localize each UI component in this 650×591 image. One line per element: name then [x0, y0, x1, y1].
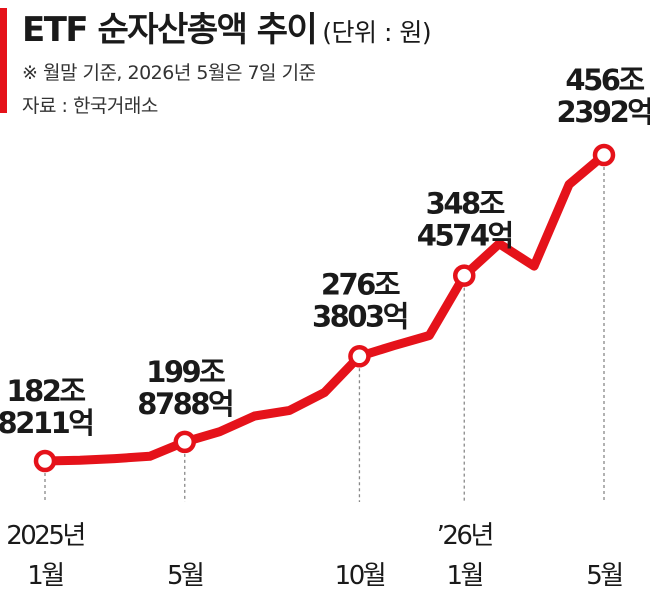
data-label: 348조 4574억 [417, 187, 512, 253]
chart-note: ※ 월말 기준, 2026년 5월은 7일 기준 [22, 62, 316, 84]
chart-title: ETF 순자산총액 추이 (단위 : 원) [22, 2, 432, 51]
series-line [40, 150, 609, 466]
data-point [173, 430, 196, 454]
data-point [33, 449, 57, 473]
x-tick-label: 2025년 1월 [6, 521, 84, 591]
unit-label: (단위 : 원) [322, 18, 432, 47]
data-label: 276조 3803억 [312, 267, 407, 333]
x-tick-label: 5월 [167, 561, 203, 591]
x-tick-label: 10월 [335, 561, 385, 591]
accent-bar [0, 8, 7, 113]
x-tick-label: ’26년 1월 [437, 521, 493, 591]
data-point [453, 264, 476, 287]
x-tick-label: 5월 [586, 561, 622, 591]
data-label: 456조 2392억 [557, 63, 650, 129]
data-label: 182조 8211억 [0, 374, 92, 440]
source-label: 자료 : 한국거래소 [22, 95, 158, 117]
chart-title-text: ETF 순자산총액 추이 [22, 10, 318, 50]
data-point [348, 345, 371, 368]
data-point [592, 143, 616, 167]
data-label: 199조 8788억 [137, 355, 232, 421]
